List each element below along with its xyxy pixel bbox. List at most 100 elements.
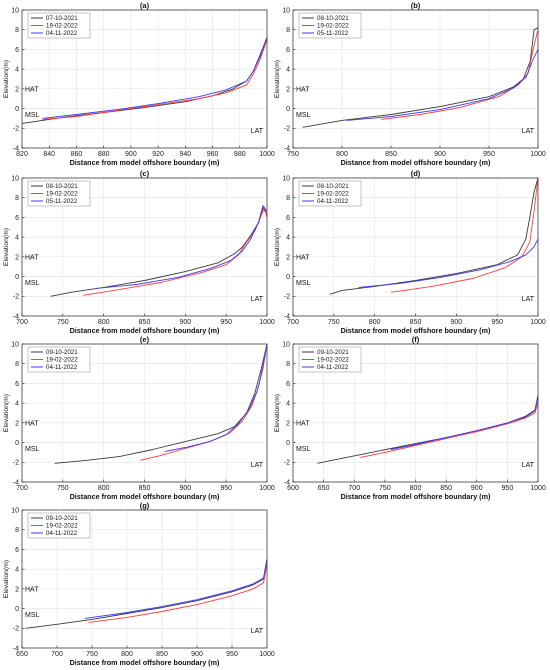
series-line-black	[302, 27, 539, 128]
axes-frame	[21, 177, 268, 317]
y-tick-label: 6	[15, 547, 19, 554]
legend-entry: 04-11-2022	[317, 198, 349, 205]
legend-entry: 08-10-2021	[46, 183, 78, 190]
legend-entry: 08-10-2021	[317, 15, 349, 22]
x-tick-label: 600	[287, 485, 299, 492]
x-tick-label: 800	[98, 485, 110, 492]
y-tick-label: 4	[286, 67, 290, 74]
annotation-lat: LAT	[251, 462, 264, 469]
x-tick-label: 700	[16, 319, 28, 326]
series-line-red	[88, 564, 268, 623]
panel-title: (a)	[140, 1, 150, 10]
y-tick-label: 6	[286, 47, 290, 54]
x-axis-label: Distance from model offshore boundary (m…	[341, 492, 491, 501]
series-line-blue	[84, 559, 268, 619]
y-tick-label: 6	[15, 215, 19, 222]
y-tick-label: 6	[15, 47, 19, 54]
x-tick-label: 800	[121, 651, 133, 658]
panel-g: 650 700 750 800 850 900 950 1000 -4 -2 0 2 4 6 8 10 (g) D…	[3, 501, 275, 667]
series-line-red	[83, 207, 268, 296]
x-axis-label: Distance from model offshore boundary (m…	[70, 658, 220, 667]
y-tick-label: 10	[11, 7, 19, 14]
x-tick-label: 850	[410, 319, 422, 326]
panel-title: (c)	[140, 169, 150, 178]
x-tick-label: 850	[139, 319, 151, 326]
x-tick-label: 950	[220, 319, 232, 326]
series-line-blue	[42, 37, 268, 119]
annotation-hat: HAT	[25, 86, 39, 93]
x-tick-label: 800	[98, 319, 110, 326]
panel-f: 600 650 700 750 800 850 900 950 1000 -4 -2 0 2 4 6 8 10 (…	[274, 335, 546, 501]
axes-frame	[292, 343, 539, 483]
y-tick-label: 8	[15, 361, 19, 368]
x-tick-label: 820	[16, 151, 28, 158]
series-line-black	[25, 559, 268, 629]
x-tick-label: 1000	[259, 651, 275, 658]
x-tick-label: 1000	[259, 319, 275, 326]
y-tick-label: -2	[13, 126, 19, 133]
x-tick-label: 700	[348, 485, 360, 492]
x-tick-label: 860	[71, 151, 83, 158]
y-tick-label: 2	[286, 420, 290, 427]
x-tick-label: 900	[450, 319, 462, 326]
y-tick-label: 0	[286, 440, 290, 447]
y-tick-label: 2	[15, 254, 19, 261]
x-tick-label: 950	[483, 151, 495, 158]
x-tick-label: 750	[86, 651, 98, 658]
series-line-black	[54, 343, 268, 464]
legend-entry: 19-02-2022	[46, 191, 78, 198]
y-tick-label: 6	[286, 381, 290, 388]
x-tick-label: 940	[179, 151, 191, 158]
series-line-blue	[390, 395, 539, 450]
y-tick-label: 8	[15, 195, 19, 202]
y-tick-label: 8	[15, 527, 19, 534]
legend-entry: 19-02-2022	[46, 357, 78, 364]
panel-c: 700 750 800 850 900 950 1000 -4 -2 0 2 4 6 8 10 (c) Dist…	[3, 169, 275, 335]
annotation-hat: HAT	[296, 420, 310, 427]
x-tick-label: 920	[152, 151, 164, 158]
y-tick-label: 2	[286, 254, 290, 261]
y-tick-label: 4	[286, 401, 290, 408]
panel-title: (f)	[412, 335, 420, 344]
x-tick-label: 840	[43, 151, 55, 158]
series-line-black	[329, 177, 539, 295]
annotation-msl: MSL	[296, 446, 311, 453]
y-tick-label: -4	[284, 313, 290, 320]
x-tick-label: 900	[179, 485, 191, 492]
y-tick-label: 2	[15, 86, 19, 93]
x-tick-label: 900	[191, 651, 203, 658]
legend-entry: 19-02-2022	[46, 23, 78, 30]
annotation-msl: MSL	[25, 112, 40, 119]
y-tick-label: -2	[284, 294, 290, 301]
y-tick-label: 8	[286, 361, 290, 368]
panel-title: (e)	[140, 335, 150, 344]
x-axis-label: Distance from model offshore boundary (m…	[70, 158, 220, 167]
x-tick-label: 900	[434, 151, 446, 158]
annotation-msl: MSL	[296, 280, 311, 287]
y-tick-label: 0	[286, 274, 290, 281]
y-tick-label: -4	[284, 479, 290, 486]
annotation-lat: LAT	[251, 296, 264, 303]
y-tick-label: -2	[284, 126, 290, 133]
y-tick-label: 2	[15, 420, 19, 427]
y-axis-label: Elevation(m)	[274, 60, 281, 98]
legend-entry: 19-02-2022	[317, 23, 349, 30]
y-tick-label: 8	[15, 27, 19, 34]
y-tick-label: 0	[15, 606, 19, 613]
axes-frame	[292, 177, 539, 317]
panel-d: 700 750 800 850 900 950 1000 -4 -2 0 2 4 6 8 10 (d) Dist…	[274, 169, 546, 335]
y-tick-label: -2	[13, 626, 19, 633]
y-tick-label: 4	[15, 67, 19, 74]
x-tick-label: 950	[220, 485, 232, 492]
x-tick-label: 800	[336, 151, 348, 158]
y-tick-label: 4	[15, 401, 19, 408]
x-tick-label: 900	[125, 151, 137, 158]
series-line-blue	[346, 49, 539, 121]
x-axis-label: Distance from model offshore boundary (m…	[341, 158, 491, 167]
y-tick-label: 10	[11, 507, 19, 514]
x-tick-label: 1000	[530, 151, 546, 158]
x-axis-label: Distance from model offshore boundary (m…	[70, 492, 220, 501]
y-tick-label: 4	[15, 235, 19, 242]
x-axis-label: Distance from model offshore boundary (m…	[341, 326, 491, 335]
